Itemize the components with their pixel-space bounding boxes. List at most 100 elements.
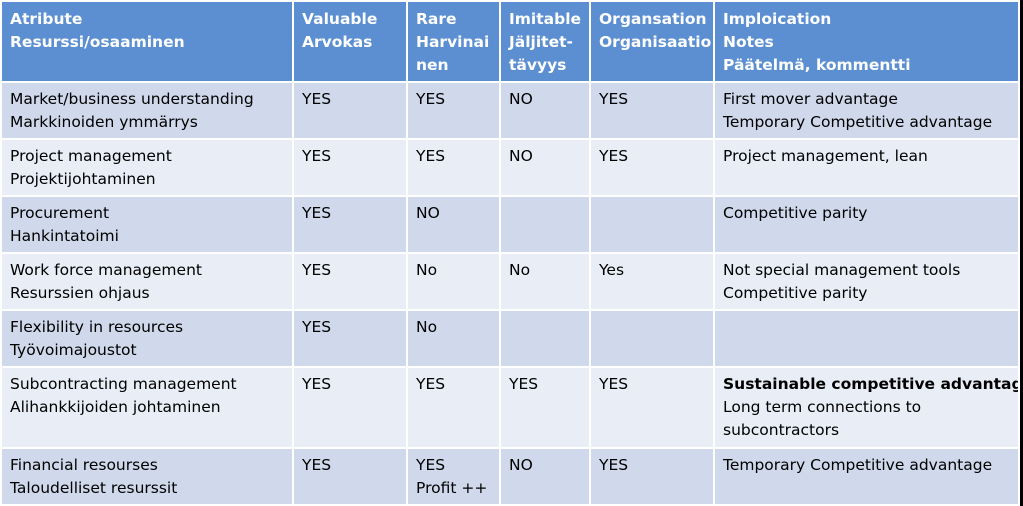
attribute-fi: Alihankkijoiden johtaminen (10, 398, 221, 416)
valuable-cell: YES (292, 138, 408, 197)
notes-line: subcontractors (723, 421, 840, 439)
attribute-cell: Financial resourses Taloudelliset resurs… (0, 447, 294, 506)
valuable-cell: YES (292, 81, 408, 140)
header-text: Valuable (302, 10, 378, 28)
header-text: Jäljitet- (509, 33, 573, 51)
imitable-cell (499, 309, 591, 368)
attribute-en: Flexibility in resources (10, 318, 184, 336)
rare-cell: YES (406, 81, 501, 140)
notes-line: Competitive parity (723, 204, 868, 222)
imitable-cell: NO (499, 138, 591, 197)
notes-cell: Competitive parity (713, 195, 1020, 254)
header-text: Resurssi/osaaminen (10, 33, 185, 51)
rare-value: YES (416, 456, 446, 474)
table-row: Project management Projektijohtaminen YE… (0, 138, 1020, 197)
rare-cell: YES (406, 138, 501, 197)
valuable-cell: YES (292, 195, 408, 254)
table-row: Financial resourses Taloudelliset resurs… (0, 447, 1020, 506)
notes-cell (713, 309, 1020, 368)
attribute-en: Market/business understanding (10, 90, 254, 108)
attribute-fi: Hankintatoimi (10, 227, 119, 245)
imitable-cell: No (499, 252, 591, 311)
notes-line: Not special management tools (723, 261, 961, 279)
header-text: Atribute (10, 10, 83, 28)
rare-cell: No (406, 252, 501, 311)
rare-value: No (416, 318, 438, 336)
notes-line: Temporary Competitive advantage (723, 113, 993, 131)
header-text: Päätelmä, kommentti (723, 56, 911, 74)
attribute-fi: Markkinoiden ymmärrys (10, 113, 198, 131)
imitable-cell: NO (499, 447, 591, 506)
valuable-cell: YES (292, 252, 408, 311)
header-text: Imitable (509, 10, 582, 28)
valuable-cell: YES (292, 366, 408, 449)
rare-cell: No (406, 309, 501, 368)
header-imitable: Imitable Jäljitet- tävyys (499, 0, 591, 83)
table-row: Subcontracting management Alihankkijoide… (0, 366, 1020, 449)
header-text: Harvinai (416, 33, 490, 51)
rare-cell: YES Profit ++ (406, 447, 501, 506)
rare-cell: NO (406, 195, 501, 254)
header-text: tävyys (509, 56, 567, 74)
notes-bold: Sustainable competitive advantage (723, 375, 1019, 393)
attribute-fi: Työvoimajoustot (10, 341, 137, 359)
header-text: nen (416, 56, 449, 74)
notes-cell: Sustainable competitive advantage Long t… (713, 366, 1020, 449)
notes-line: Project management, lean (723, 147, 928, 165)
notes-line: Temporary Competitive advantage (723, 456, 993, 474)
organisation-cell: Yes (589, 252, 715, 311)
attribute-cell: Market/business understanding Markkinoid… (0, 81, 294, 140)
attribute-cell: Project management Projektijohtaminen (0, 138, 294, 197)
organisation-cell (589, 195, 715, 254)
rare-value: NO (416, 204, 440, 222)
attribute-cell: Work force management Resurssien ohjaus (0, 252, 294, 311)
rare-value: YES (416, 147, 446, 165)
header-rare: Rare Harvinai nen (406, 0, 501, 83)
rare-extra: Profit ++ (416, 479, 488, 497)
notes-cell: Project management, lean (713, 138, 1020, 197)
header-text: Organisaatio (599, 33, 712, 51)
attribute-en: Procurement (10, 204, 110, 222)
header-text: Organsation (599, 10, 707, 28)
notes-cell: First mover advantage Temporary Competit… (713, 81, 1020, 140)
attribute-cell: Flexibility in resources Työvoimajoustot (0, 309, 294, 368)
header-organisation: Organsation Organisaatio (589, 0, 715, 83)
rare-value: YES (416, 375, 446, 393)
valuable-cell: YES (292, 309, 408, 368)
imitable-cell: YES (499, 366, 591, 449)
attribute-fi: Taloudelliset resurssit (10, 479, 178, 497)
header-row: Atribute Resurssi/osaaminen Valuable Arv… (0, 0, 1020, 83)
header-text: Notes (723, 33, 774, 51)
notes-line: Long term connections to (723, 398, 922, 416)
notes-cell: Temporary Competitive advantage (713, 447, 1020, 506)
attribute-cell: Procurement Hankintatoimi (0, 195, 294, 254)
rare-value: No (416, 261, 438, 279)
valuable-cell: YES (292, 447, 408, 506)
table-row: Procurement Hankintatoimi YES NO Competi… (0, 195, 1020, 254)
organisation-cell: YES (589, 81, 715, 140)
attribute-en: Subcontracting management (10, 375, 237, 393)
organisation-cell (589, 309, 715, 368)
header-attribute: Atribute Resurssi/osaaminen (0, 0, 294, 83)
header-text: Imploication (723, 10, 832, 28)
attribute-cell: Subcontracting management Alihankkijoide… (0, 366, 294, 449)
notes-line: First mover advantage (723, 90, 898, 108)
attribute-en: Financial resourses (10, 456, 158, 474)
header-notes: Imploication Notes Päätelmä, kommentti (713, 0, 1020, 83)
notes-line: Competitive parity (723, 284, 868, 302)
header-valuable: Valuable Arvokas (292, 0, 408, 83)
notes-cell: Not special management tools Competitive… (713, 252, 1020, 311)
header-text: Arvokas (302, 33, 373, 51)
attribute-fi: Projektijohtaminen (10, 170, 156, 188)
organisation-cell: YES (589, 366, 715, 449)
imitable-cell: NO (499, 81, 591, 140)
imitable-cell (499, 195, 591, 254)
organisation-cell: YES (589, 447, 715, 506)
attribute-en: Project management (10, 147, 172, 165)
rare-cell: YES (406, 366, 501, 449)
table-row: Market/business understanding Markkinoid… (0, 81, 1020, 140)
table-row: Work force management Resurssien ohjaus … (0, 252, 1020, 311)
attribute-fi: Resurssien ohjaus (10, 284, 150, 302)
